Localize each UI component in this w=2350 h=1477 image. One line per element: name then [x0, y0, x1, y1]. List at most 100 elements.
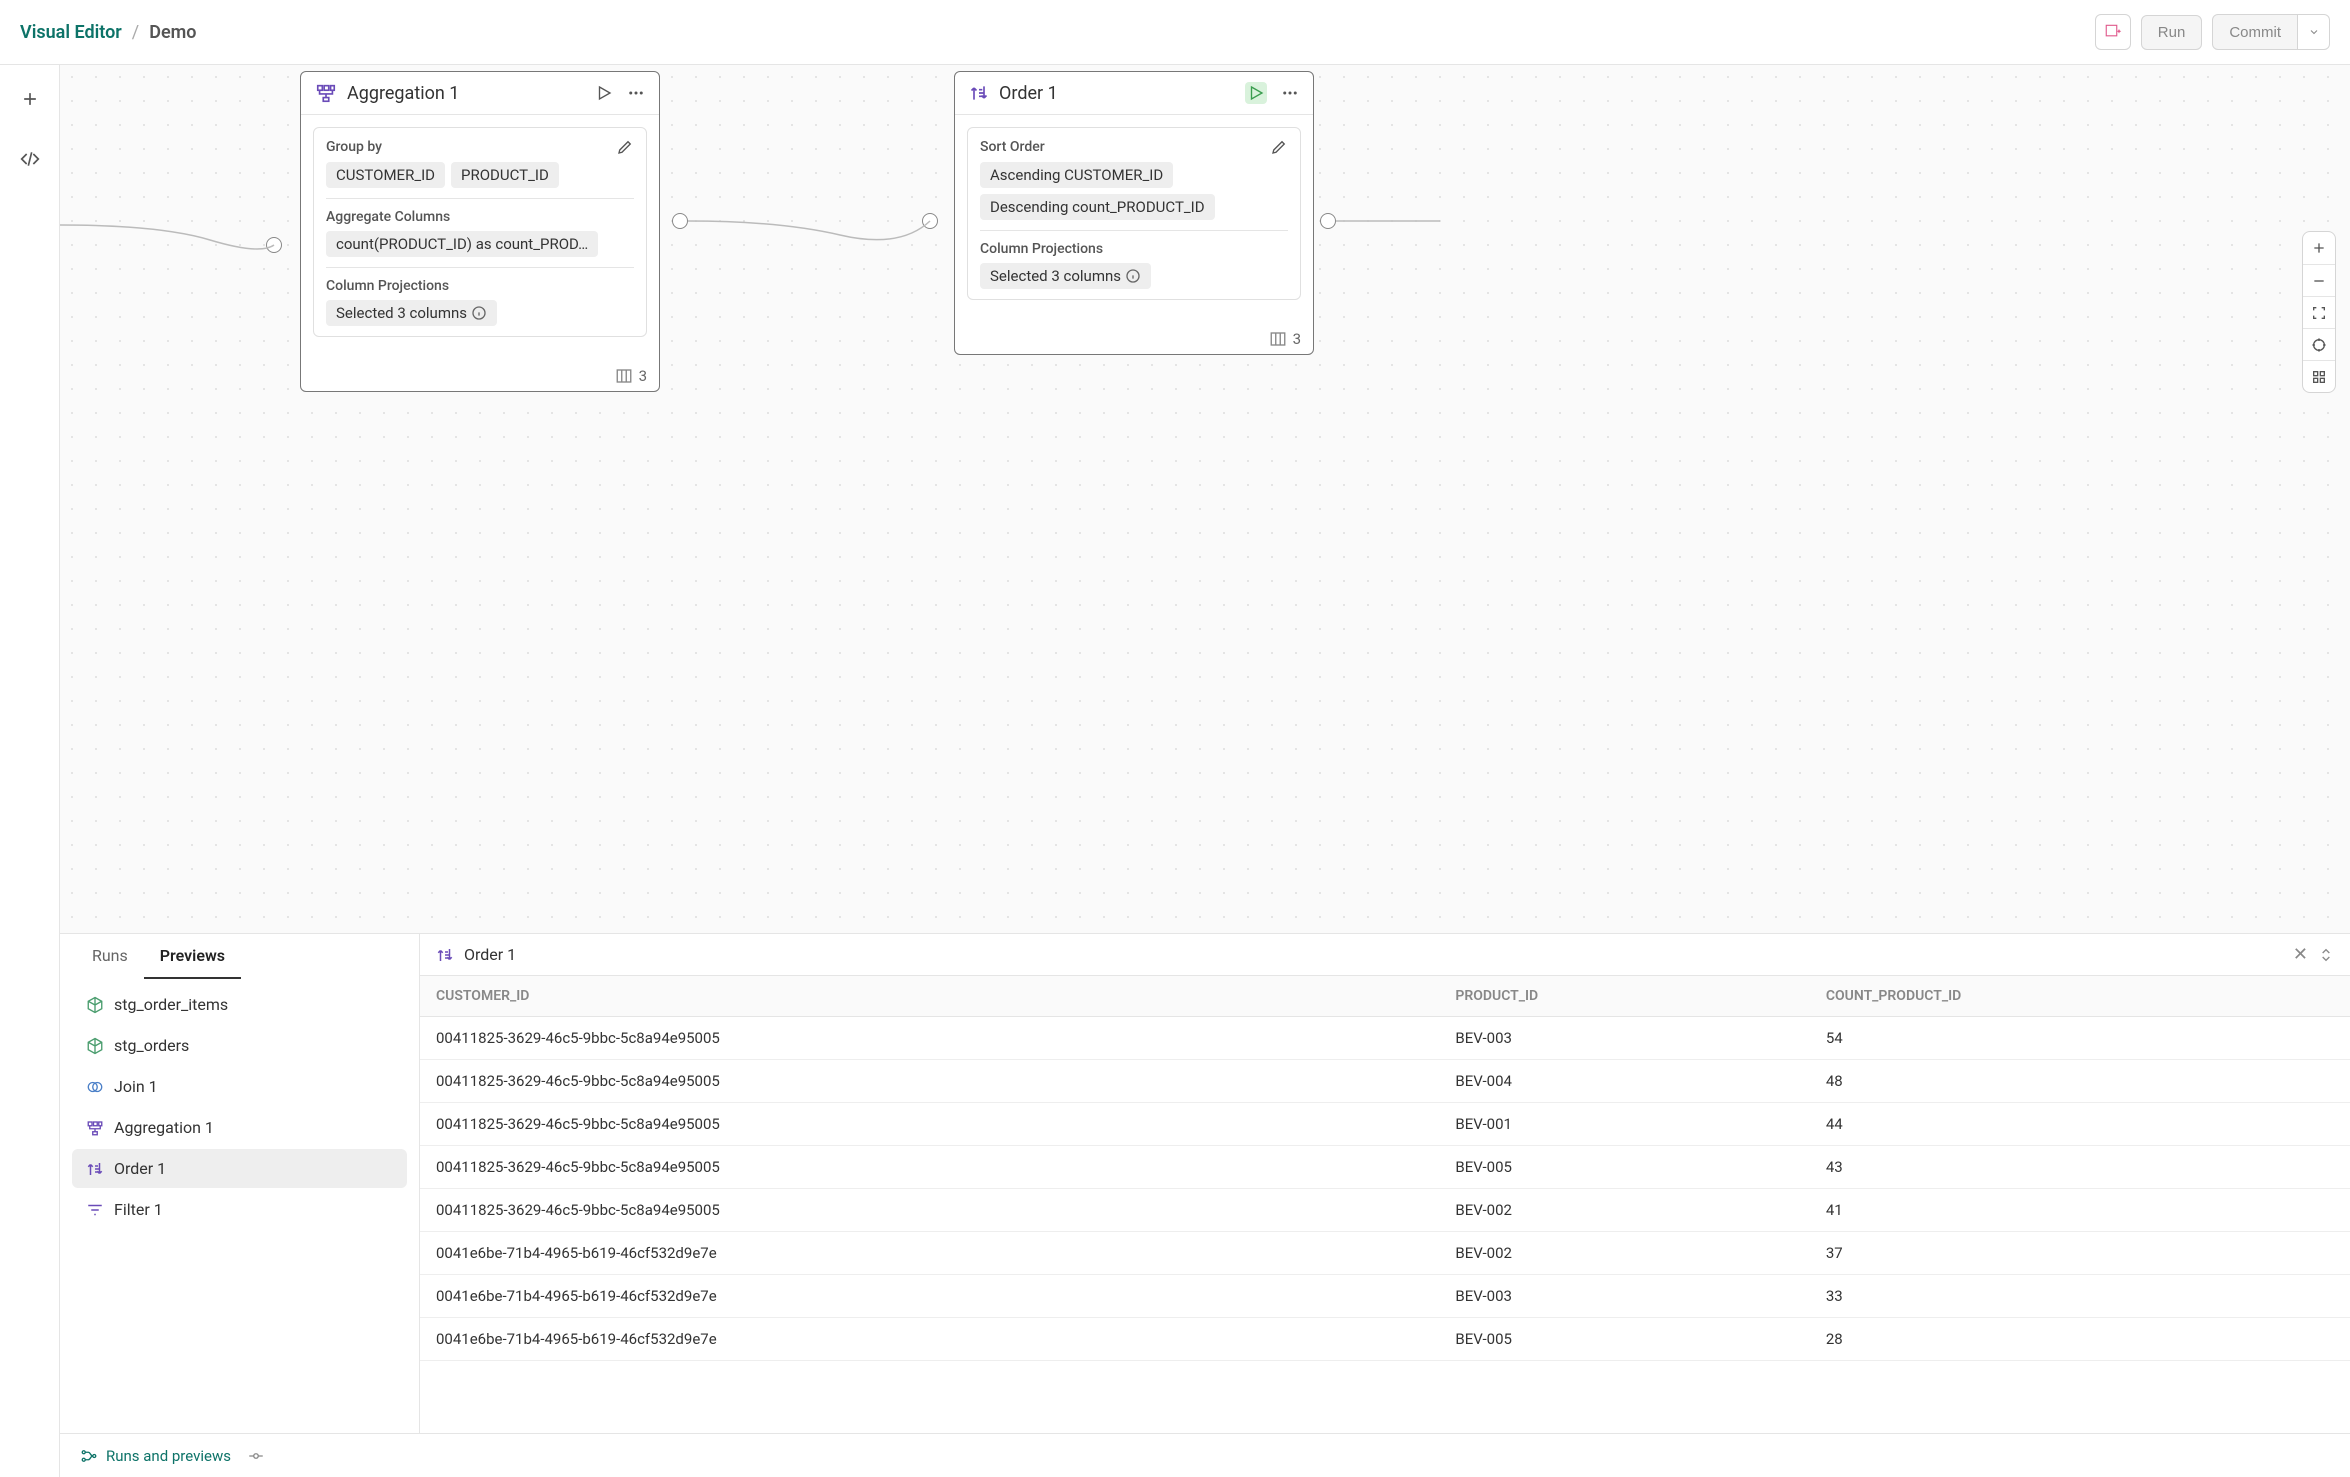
preview-item-stg_orders[interactable]: stg_orders — [72, 1026, 407, 1065]
group-by-pill[interactable]: CUSTOMER_ID — [326, 162, 445, 188]
code-view-button[interactable] — [12, 141, 48, 177]
sparkle-icon — [2104, 23, 2122, 41]
table-cell: BEV-004 — [1439, 1060, 1809, 1103]
tab-previews[interactable]: Previews — [144, 934, 241, 979]
order-footer: 3 — [955, 324, 1313, 354]
preview-item-order-1[interactable]: Order 1 — [72, 1149, 407, 1188]
table-cell: 00411825-3629-46c5-9bbc-5c8a94e95005 — [420, 1189, 1439, 1232]
table-cell: BEV-005 — [1439, 1318, 1809, 1361]
preview-item-filter-1[interactable]: Filter 1 — [72, 1190, 407, 1229]
aggregation-menu-button[interactable] — [627, 84, 645, 102]
table-row[interactable]: 00411825-3629-46c5-9bbc-5c8a94e95005BEV-… — [420, 1103, 2350, 1146]
table-cell: BEV-003 — [1439, 1017, 1809, 1060]
data-table-wrap[interactable]: CUSTOMER_IDPRODUCT_IDCOUNT_PRODUCT_ID 00… — [420, 976, 2350, 1433]
commit-button[interactable]: Commit — [2212, 14, 2298, 50]
lineage-button[interactable] — [247, 1447, 265, 1465]
table-row[interactable]: 0041e6be-71b4-4965-b619-46cf532d9e7eBEV-… — [420, 1232, 2350, 1275]
group-by-pill[interactable]: PRODUCT_ID — [451, 162, 559, 188]
bottom-panel: Runs Previews stg_order_items stg_ordersJ… — [60, 933, 2350, 1433]
cube-green-icon — [86, 996, 104, 1014]
projection-pill[interactable]: Selected 3 columns — [326, 300, 497, 326]
order-icon — [436, 946, 454, 964]
input-port-agg[interactable] — [266, 237, 282, 253]
table-row[interactable]: 00411825-3629-46c5-9bbc-5c8a94e95005BEV-… — [420, 1017, 2350, 1060]
pencil-icon — [616, 138, 634, 156]
aggregation-actions — [595, 84, 645, 102]
input-port-order[interactable] — [922, 213, 938, 229]
preview-content: Order 1 ✕ CUSTOMER_IDPRODUCT_IDCOUNT_PRO… — [420, 934, 2350, 1433]
plus-icon — [2311, 240, 2327, 256]
table-row[interactable]: 00411825-3629-46c5-9bbc-5c8a94e95005BEV-… — [420, 1060, 2350, 1103]
table-cell: 00411825-3629-46c5-9bbc-5c8a94e95005 — [420, 1017, 1439, 1060]
zoom-controls — [2302, 231, 2336, 393]
projection-label: Column Projections — [326, 278, 634, 294]
aggregation-column-count: 3 — [639, 367, 647, 385]
order-projection-text: Selected 3 columns — [990, 267, 1121, 285]
order-projection-pills: Selected 3 columns — [980, 263, 1288, 289]
order-actions — [1245, 82, 1299, 104]
column-header[interactable]: CUSTOMER_ID — [420, 976, 1439, 1017]
table-row[interactable]: 00411825-3629-46c5-9bbc-5c8a94e95005BEV-… — [420, 1189, 2350, 1232]
preview-item-stg_order_items[interactable]: stg_order_items — [72, 985, 407, 1024]
join-icon — [86, 1078, 104, 1096]
aggregation-icon — [86, 1119, 104, 1137]
order-node[interactable]: Order 1 Sort Order — [954, 71, 1314, 355]
column-header[interactable]: COUNT_PRODUCT_ID — [1810, 976, 2350, 1017]
sparkle-button[interactable] — [2095, 14, 2131, 50]
play-icon — [1247, 84, 1265, 102]
aggregate-pill[interactable]: count(PRODUCT_ID) as count_PROD… — [326, 231, 598, 257]
table-cell: 0041e6be-71b4-4965-b619-46cf532d9e7e — [420, 1275, 1439, 1318]
preview-item-label: stg_order_items — [114, 995, 228, 1014]
order-projection-pill[interactable]: Selected 3 columns — [980, 263, 1151, 289]
tab-runs[interactable]: Runs — [76, 934, 144, 979]
column-header[interactable]: PRODUCT_ID — [1439, 976, 1809, 1017]
order-menu-button[interactable] — [1281, 84, 1299, 102]
canvas[interactable]: Aggregation 1 Group by — [60, 65, 2350, 933]
grid-button[interactable] — [2303, 360, 2335, 392]
table-cell: 44 — [1810, 1103, 2350, 1146]
aggregation-footer: 3 — [301, 361, 659, 391]
runs-previews-label: Runs and previews — [106, 1447, 231, 1465]
aggregation-node[interactable]: Aggregation 1 Group by — [300, 71, 660, 392]
table-row[interactable]: 00411825-3629-46c5-9bbc-5c8a94e95005BEV-… — [420, 1146, 2350, 1189]
order-run-button[interactable] — [1245, 82, 1267, 104]
table-row[interactable]: 0041e6be-71b4-4965-b619-46cf532d9e7eBEV-… — [420, 1318, 2350, 1361]
sort-order-label: Sort Order — [980, 139, 1045, 155]
breadcrumb: Visual Editor / Demo — [20, 22, 196, 43]
preview-item-join-1[interactable]: Join 1 — [72, 1067, 407, 1106]
table-header-row: CUSTOMER_IDPRODUCT_IDCOUNT_PRODUCT_ID — [420, 976, 2350, 1017]
aggregation-run-button[interactable] — [595, 84, 613, 102]
output-port-agg[interactable] — [672, 213, 688, 229]
table-cell: 43 — [1810, 1146, 2350, 1189]
breadcrumb-root[interactable]: Visual Editor — [20, 22, 122, 43]
preview-collapse-button[interactable] — [2318, 947, 2334, 963]
panel-tabs: Runs Previews — [60, 934, 419, 979]
table-cell: BEV-005 — [1439, 1146, 1809, 1189]
run-button[interactable]: Run — [2141, 15, 2203, 50]
preview-close-button[interactable]: ✕ — [2293, 944, 2308, 965]
zoom-out-button[interactable] — [2303, 264, 2335, 296]
preview-list: stg_order_items stg_ordersJoin 1Aggregati… — [60, 979, 419, 1433]
sort-pill[interactable]: Ascending CUSTOMER_ID — [980, 162, 1173, 188]
data-table: CUSTOMER_IDPRODUCT_IDCOUNT_PRODUCT_ID 00… — [420, 976, 2350, 1361]
code-icon — [20, 149, 40, 169]
divider — [326, 198, 634, 199]
preview-item-label: Order 1 — [114, 1159, 166, 1178]
edit-aggregation-button[interactable] — [616, 138, 634, 156]
center-button[interactable] — [2303, 328, 2335, 360]
commit-dropdown[interactable] — [2298, 14, 2330, 50]
table-row[interactable]: 0041e6be-71b4-4965-b619-46cf532d9e7eBEV-… — [420, 1275, 2350, 1318]
breadcrumb-current: Demo — [149, 22, 196, 43]
fit-screen-button[interactable] — [2303, 296, 2335, 328]
output-port-order[interactable] — [1320, 213, 1336, 229]
runs-previews-link[interactable]: Runs and previews — [80, 1447, 231, 1465]
preview-item-aggregation-1[interactable]: Aggregation 1 — [72, 1108, 407, 1147]
table-cell: BEV-001 — [1439, 1103, 1809, 1146]
edit-order-button[interactable] — [1270, 138, 1288, 156]
sort-pill[interactable]: Descending count_PRODUCT_ID — [980, 194, 1215, 220]
table-cell: 28 — [1810, 1318, 2350, 1361]
aggregation-body: Group by CUSTOMER_ID PRODUCT_ID Aggregat… — [301, 115, 659, 361]
breadcrumb-separator: / — [132, 22, 139, 43]
zoom-in-button[interactable] — [2303, 232, 2335, 264]
add-button[interactable] — [12, 81, 48, 117]
